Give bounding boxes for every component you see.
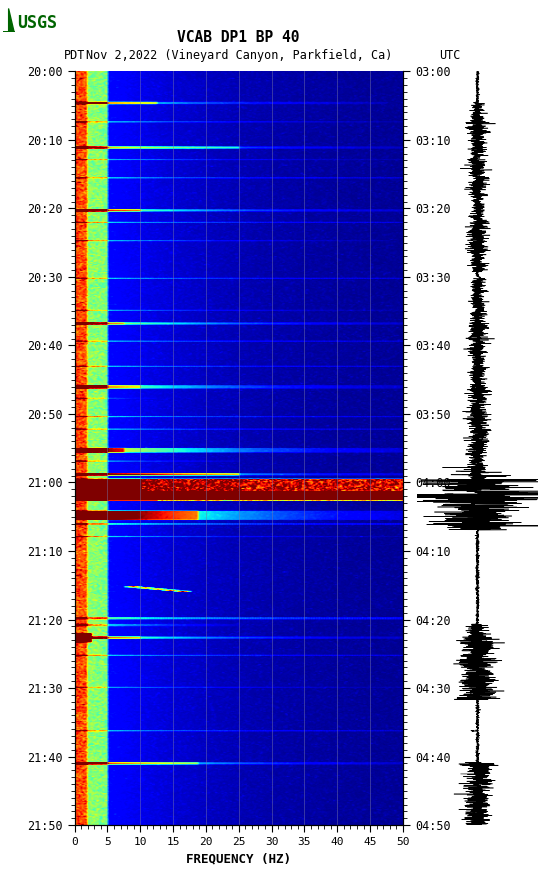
X-axis label: FREQUENCY (HZ): FREQUENCY (HZ) bbox=[186, 853, 291, 865]
Text: UTC: UTC bbox=[439, 49, 460, 62]
Text: PDT: PDT bbox=[63, 49, 85, 62]
Text: USGS: USGS bbox=[17, 13, 57, 31]
Text: VCAB DP1 BP 40: VCAB DP1 BP 40 bbox=[178, 30, 300, 45]
Text: Nov 2,2022 (Vineyard Canyon, Parkfield, Ca): Nov 2,2022 (Vineyard Canyon, Parkfield, … bbox=[86, 49, 392, 62]
